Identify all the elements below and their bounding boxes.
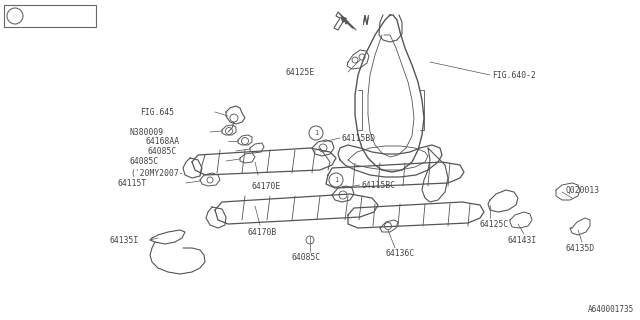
Text: 64115BC: 64115BC — [362, 180, 396, 189]
Text: 64168AA: 64168AA — [145, 137, 179, 146]
Text: 64143I: 64143I — [508, 236, 537, 244]
Text: N: N — [362, 15, 368, 25]
Text: 64085C: 64085C — [292, 253, 321, 262]
Text: 64085C: 64085C — [130, 156, 159, 165]
Text: N380009: N380009 — [130, 127, 164, 137]
Text: A640001735: A640001735 — [588, 305, 634, 314]
Text: Q020013: Q020013 — [565, 186, 599, 195]
Text: Q710007: Q710007 — [42, 12, 77, 20]
Text: FIG.645: FIG.645 — [140, 108, 174, 116]
Text: N: N — [362, 17, 368, 27]
Text: 64125C: 64125C — [480, 220, 509, 228]
Text: 64085C: 64085C — [148, 147, 177, 156]
Text: 64125E: 64125E — [285, 68, 314, 76]
Text: 64170E: 64170E — [252, 181, 281, 190]
Text: 64135I: 64135I — [110, 236, 140, 244]
Text: 64115T: 64115T — [118, 179, 147, 188]
FancyBboxPatch shape — [4, 5, 96, 27]
Text: 64170B: 64170B — [248, 228, 277, 236]
Text: FIG.640-2: FIG.640-2 — [492, 70, 536, 79]
Text: ('20MY2007-: ('20MY2007- — [130, 169, 184, 178]
Text: 1: 1 — [13, 12, 17, 20]
Text: 64136C: 64136C — [385, 250, 414, 259]
Text: 64135D: 64135D — [566, 244, 595, 252]
Text: 1: 1 — [314, 130, 318, 136]
Text: 1: 1 — [334, 177, 338, 183]
Text: 64115BD: 64115BD — [342, 133, 376, 142]
